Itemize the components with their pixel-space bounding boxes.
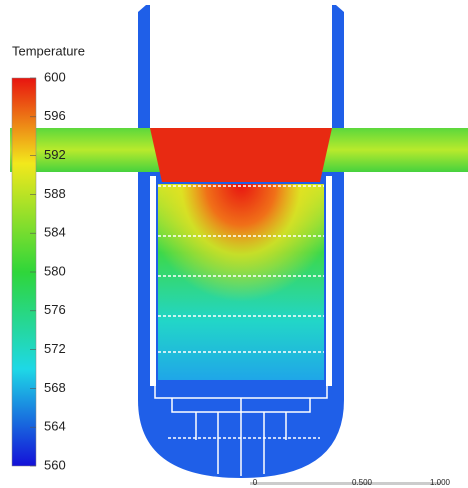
tick-label: 584	[44, 225, 66, 240]
tick-label: 592	[44, 147, 66, 162]
tick-label: 588	[44, 186, 66, 201]
contour-view: Temperature 600 596 592 588 584 580 576 572 568 5…	[0, 0, 468, 488]
tick-label: 600	[44, 69, 66, 84]
tick-label: 576	[44, 302, 66, 317]
legend-title: Temperature	[12, 43, 85, 58]
tick-label: 596	[44, 108, 66, 123]
tick-label: 572	[44, 341, 66, 356]
scale-label: 0.500	[352, 478, 373, 487]
scale-bar: 0 0.500 1.000	[250, 478, 451, 487]
tick-label: 568	[44, 380, 66, 395]
tick-label: 564	[44, 419, 66, 434]
scale-label: 0	[253, 478, 258, 487]
tick-label: 560	[44, 457, 66, 472]
tick-label: 580	[44, 263, 66, 278]
scale-label: 1.000	[430, 478, 451, 487]
vessel	[10, 5, 468, 478]
